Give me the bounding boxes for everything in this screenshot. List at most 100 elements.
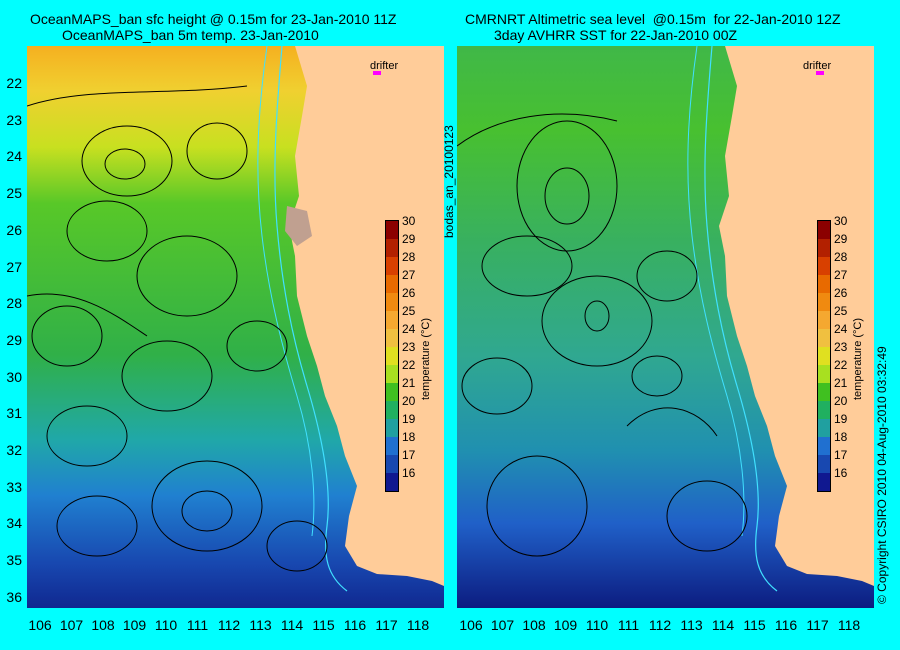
colorbar-segment [386, 293, 398, 311]
lat-tick-label: 28 [6, 295, 22, 312]
ssh-contours [27, 85, 328, 572]
right-title-line1: CMRNRT Altimetric sea level @0.15m for 2… [465, 11, 841, 27]
colorbar-tick-label: 26 [402, 286, 416, 300]
colorbar-segment [818, 293, 830, 311]
lon-tick-label: 107 [59, 617, 84, 633]
lat-tick-label: 23 [6, 111, 22, 128]
isobath-line [687, 46, 745, 537]
right-drifter-label: drifter [803, 60, 832, 72]
lat-tick-label: 25 [6, 185, 22, 202]
left-title-line2: OceanMAPS_ban 5m temp. 23-Jan-2010 [62, 27, 319, 43]
colorbar-segment [386, 401, 398, 419]
right-title-line2: 3day AVHRR SST for 22-Jan-2010 00Z [494, 27, 738, 43]
colorbar-tick-label: 27 [834, 268, 848, 282]
colorbar-tick-label: 17 [834, 448, 848, 462]
lon-tick-label: 109 [553, 617, 578, 633]
land-mass [289, 46, 444, 586]
colorbar-segment [818, 437, 830, 455]
colorbar-segment [818, 221, 830, 239]
colorbar-tick-label: 24 [834, 322, 848, 336]
colorbar-tick-label: 27 [402, 268, 416, 282]
lon-tick-label: 117 [375, 617, 398, 633]
colorbar-segment [818, 347, 830, 365]
lat-tick-label: 34 [6, 515, 22, 532]
right-map-panel [457, 46, 874, 608]
colorbar-segment [386, 455, 398, 473]
left-drifter-label: drifter [370, 60, 399, 72]
colorbar-segment [818, 365, 830, 383]
copyright-text: © Copyright CSIRO 2010 04-Aug-2010 03:32… [875, 346, 889, 604]
lon-tick-label: 111 [617, 617, 640, 633]
lon-tick-label: 108 [91, 617, 115, 633]
colorbar-tick-label: 23 [834, 340, 848, 354]
lon-tick-label: 112 [217, 617, 241, 633]
lat-tick-label: 33 [6, 478, 22, 495]
lon-tick-label: 116 [774, 617, 798, 633]
colorbar-segment [386, 329, 398, 347]
isobath-line [257, 46, 315, 537]
colorbar-tick-label: 20 [834, 394, 848, 408]
colorbar-segment [818, 383, 830, 401]
lat-tick-label: 32 [6, 442, 22, 458]
colorbar-segment [386, 473, 398, 491]
ssh-contours [457, 113, 748, 557]
colorbar-segment [386, 311, 398, 329]
colorbar-tick-label: 21 [402, 376, 416, 390]
colorbar-tick-label: 18 [402, 430, 416, 444]
lon-tick-label: 113 [249, 617, 272, 633]
lat-tick-label: 35 [6, 552, 22, 569]
lat-tick-label: 36 [6, 588, 22, 605]
lon-tick-label: 115 [312, 617, 335, 633]
lon-tick-label: 109 [122, 617, 147, 633]
colorbar-tick-label: 29 [834, 232, 848, 246]
colorbar-tick-label: 22 [402, 358, 416, 372]
colorbar-segment [386, 437, 398, 455]
lon-tick-label: 114 [280, 617, 304, 633]
right-colorbar-label: temperature (°C) [852, 317, 864, 400]
colorbar-segment [818, 257, 830, 275]
lon-tick-label: 111 [186, 617, 209, 633]
lat-tick-label: 29 [6, 331, 22, 348]
left-title-line1: OceanMAPS_ban sfc height @ 0.15m for 23-… [30, 11, 397, 27]
colorbar-tick-label: 29 [402, 232, 416, 246]
left-map-panel [27, 46, 444, 608]
lat-tick-label: 30 [6, 368, 22, 385]
right-colorbar [817, 220, 831, 492]
lon-tick-label: 107 [490, 617, 515, 633]
isobath-line [274, 46, 348, 592]
left-colorbar [385, 220, 399, 492]
colorbar-segment [818, 275, 830, 293]
colorbar-tick-label: 24 [402, 322, 416, 336]
colorbar-tick-label: 16 [402, 466, 416, 480]
lon-tick-label: 114 [711, 617, 735, 633]
lon-tick-label: 106 [459, 617, 483, 633]
lon-tick-label: 108 [522, 617, 546, 633]
colorbar-tick-label: 19 [402, 412, 416, 426]
drifter-marker [816, 71, 824, 75]
colorbar-tick-label: 22 [834, 358, 848, 372]
colorbar-segment [386, 347, 398, 365]
colorbar-tick-label: 19 [834, 412, 848, 426]
colorbar-tick-label: 23 [402, 340, 416, 354]
colorbar-segment [818, 311, 830, 329]
lat-tick-label: 22 [6, 75, 22, 91]
colorbar-tick-label: 30 [834, 214, 848, 228]
colorbar-segment [386, 419, 398, 437]
lon-tick-label: 110 [154, 617, 178, 633]
colorbar-tick-label: 30 [402, 214, 416, 228]
lon-tick-label: 112 [648, 617, 672, 633]
colorbar-tick-label: 20 [402, 394, 416, 408]
colorbar-segment [818, 473, 830, 491]
lon-tick-label: 118 [406, 617, 430, 633]
colorbar-tick-label: 25 [834, 304, 848, 318]
lon-tick-label: 110 [585, 617, 609, 633]
colorbar-segment [818, 401, 830, 419]
colorbar-tick-label: 21 [834, 376, 848, 390]
colorbar-segment [386, 275, 398, 293]
colorbar-segment [818, 419, 830, 437]
colorbar-tick-label: 18 [834, 430, 848, 444]
colorbar-segment [818, 329, 830, 347]
colorbar-segment [386, 365, 398, 383]
colorbar-tick-label: 28 [402, 250, 416, 264]
colorbar-segment [386, 383, 398, 401]
